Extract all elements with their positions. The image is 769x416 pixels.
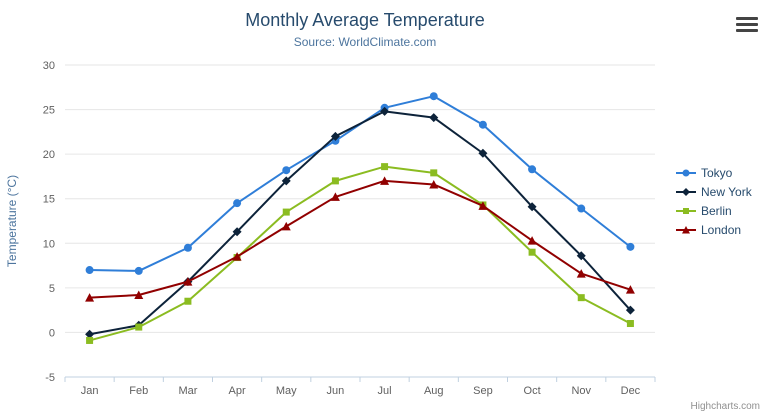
circle-marker-icon [282,166,291,175]
diamond-marker-icon [527,202,537,212]
circle-marker-icon [682,169,690,176]
square-marker-icon [577,294,585,302]
diamond-marker-icon [380,106,390,116]
circle-marker-icon [183,243,192,252]
x-tick-label: May [276,385,297,397]
y-tick-label: 10 [43,238,55,250]
square-marker-icon [430,169,438,177]
triangle-marker-icon [330,192,340,201]
legend-label: New York [701,184,752,199]
x-tick-label: Nov [571,385,591,397]
diamond-marker-icon [682,187,690,196]
x-tick-label: Apr [229,385,246,397]
legend-item-berlin[interactable]: Berlin [676,201,752,220]
legend-symbol-square-icon [676,207,696,214]
triangle-marker-icon [682,225,690,233]
square-marker-icon [86,336,94,344]
triangle-marker-icon [232,252,242,261]
x-tick-label: Jun [327,385,345,397]
x-tick-label: Feb [129,385,148,397]
triangle-marker-icon [85,293,95,302]
square-marker-icon [184,297,192,305]
y-tick-label: -5 [45,372,55,384]
y-tick-label: 30 [43,60,55,72]
hamburger-icon [736,29,758,32]
square-marker-icon [331,177,339,185]
diamond-marker-icon [281,176,291,186]
circle-marker-icon [85,266,94,275]
circle-marker-icon [134,266,143,275]
legend: Tokyo New York Berlin London [676,163,752,239]
legend-label: Tokyo [701,165,733,180]
credits-link[interactable]: Highcharts.com [690,401,760,412]
square-marker-icon [683,207,689,214]
x-tick-label: Sep [473,385,493,397]
circle-marker-icon [577,204,586,213]
triangle-marker-icon [429,179,439,189]
series-line [88,95,632,272]
circle-marker-icon [233,199,242,208]
x-tick-label: Dec [621,385,641,397]
legend-item-london[interactable]: London [676,220,752,239]
square-marker-icon [626,320,634,328]
hamburger-icon [736,23,758,26]
legend-label: London [701,222,742,237]
legend-item-new-york[interactable]: New York [676,182,752,201]
series-new-york [85,106,635,339]
legend-symbol-circle-icon [676,169,696,176]
hamburger-icon [736,17,758,20]
triangle-marker-icon [134,290,144,299]
y-tick-label: 0 [49,327,55,339]
series-london [85,176,635,302]
legend-item-tokyo[interactable]: Tokyo [676,163,752,182]
legend-symbol-triangle-icon [676,225,696,233]
series-line [88,165,632,342]
chart-subtitle: Source: WorldClimate.com [293,35,437,49]
series-line [88,179,632,299]
square-marker-icon [381,163,389,171]
diamond-marker-icon [85,329,95,339]
series-tokyo [85,92,635,275]
export-menu-button[interactable] [736,17,758,32]
diamond-marker-icon [625,305,635,315]
square-marker-icon [135,323,143,331]
diamond-marker-icon [576,251,586,261]
triangle-marker-icon [183,277,193,286]
triangle-marker-icon [380,176,390,185]
triangle-marker-icon [527,236,537,245]
square-marker-icon [282,208,290,216]
legend-label: Berlin [701,203,732,218]
x-tick-label: Mar [178,385,197,397]
diamond-marker-icon [429,113,439,123]
square-marker-icon [528,248,536,256]
circle-marker-icon [429,92,438,101]
y-tick-label: 15 [43,194,55,206]
triangle-marker-icon [478,201,488,210]
x-tick-label: Jan [81,385,99,397]
x-tick-label: Aug [424,385,444,397]
x-tick-label: Oct [524,385,541,397]
series-line [88,110,632,336]
circle-marker-icon [478,120,487,129]
legend-symbol-diamond-icon [676,187,696,196]
y-axis-title: Temperature (°C) [5,175,19,267]
triangle-marker-icon [576,269,586,278]
diamond-marker-icon [330,131,340,141]
chart-title: Monthly Average Temperature [245,10,485,30]
triangle-marker-icon [281,221,291,231]
y-tick-label: 25 [43,105,55,117]
triangle-marker-icon [625,285,635,294]
circle-marker-icon [626,242,635,251]
y-tick-label: 5 [49,283,55,295]
diamond-marker-icon [232,227,242,237]
diamond-marker-icon [478,148,488,158]
x-tick-label: Jul [378,385,392,397]
circle-marker-icon [528,165,537,174]
y-tick-label: 20 [43,149,55,161]
